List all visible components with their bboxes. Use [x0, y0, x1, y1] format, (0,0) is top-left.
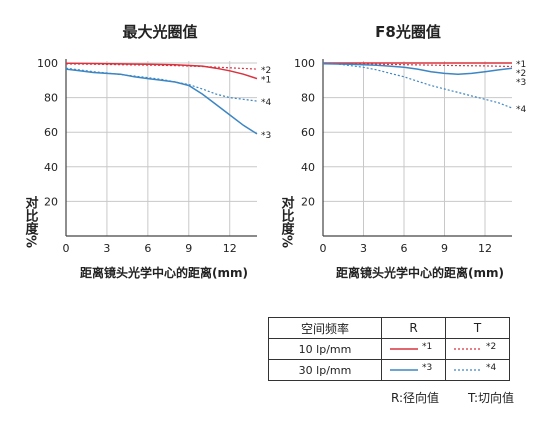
- legend-mark: *4: [486, 363, 497, 373]
- legend-header-row: 空间频率 R T: [268, 317, 510, 339]
- series-end-label: *1: [261, 76, 271, 86]
- x-axis-label: 距离镜头光学中心的距离(mm): [336, 265, 504, 280]
- legend-header-t: T: [445, 317, 510, 339]
- y-axis-label: 对比度%: [23, 195, 39, 248]
- series-end-label: *4: [261, 98, 272, 108]
- legend-row: 10 lp/mm *1 *2: [268, 338, 510, 360]
- series-end-label: *1: [516, 60, 526, 70]
- y-tick-label: 80: [44, 92, 58, 105]
- chart-title: F8光圈值: [375, 23, 441, 41]
- series-line-n3: [322, 62, 513, 75]
- x-tick-label: 6: [401, 242, 408, 255]
- series-end-label: *4: [516, 105, 527, 115]
- y-tick-label: 100: [37, 57, 58, 70]
- plot-area-f8: 0 3 6 9 12 20 40 60 80 100 *1*2*3 *4: [294, 57, 527, 255]
- y-tick-label: 100: [294, 57, 315, 70]
- y-tick-label: 20: [301, 195, 315, 208]
- legend-cell: *3: [381, 359, 446, 381]
- legend-mark: *1: [422, 342, 433, 352]
- note-radial: R:径向值: [391, 391, 440, 405]
- legend-freq: 30 lp/mm: [268, 359, 382, 381]
- y-axis-label: 对比度%: [279, 195, 295, 248]
- series-end-label: *2: [516, 69, 526, 79]
- plot-area-max-aperture: 0 3 6 9 12 20 40 60 80 100 *2*1 *4 *3: [37, 57, 272, 255]
- x-tick-label: 12: [478, 242, 492, 255]
- y-tick-label: 40: [301, 161, 315, 174]
- x-tick-label: 12: [223, 242, 237, 255]
- series-line-n1: [65, 62, 258, 80]
- y-tick-label: 60: [301, 126, 315, 139]
- series-end-label: *3: [261, 131, 271, 141]
- legend-header-r: R: [381, 317, 446, 339]
- note-tangential: T:切向值: [468, 391, 515, 405]
- legend-mark: *3: [422, 363, 433, 373]
- series-line-n2: [322, 62, 513, 68]
- y-tick-label: 60: [44, 126, 58, 139]
- x-tick-label: 3: [103, 242, 110, 255]
- x-tick-label: 3: [360, 242, 367, 255]
- series-end-label: *2: [261, 66, 271, 76]
- x-tick-label: 9: [441, 242, 448, 255]
- legend-cell: *1: [381, 338, 446, 360]
- legend-header-freq: 空间频率: [268, 317, 382, 339]
- x-tick-label: 0: [320, 242, 327, 255]
- x-tick-label: 6: [144, 242, 151, 255]
- legend-cell: *4: [445, 359, 510, 381]
- series-line-n4: [322, 62, 513, 109]
- legend-mark: *2: [486, 342, 497, 352]
- legend-freq: 10 lp/mm: [268, 338, 382, 360]
- chart-title: 最大光圈值: [122, 23, 197, 41]
- legend-table: 空间频率 R T 10 lp/mm *1 *2 30 lp/mm *3: [268, 317, 510, 381]
- legend-cell: *2: [445, 338, 510, 360]
- x-tick-label: 0: [63, 242, 70, 255]
- legend-row: 30 lp/mm *3 *4: [268, 359, 510, 381]
- y-tick-label: 80: [301, 92, 315, 105]
- y-tick-label: 20: [44, 195, 58, 208]
- x-axis-label: 距离镜头光学中心的距离(mm): [80, 265, 248, 280]
- series-end-label: *3: [516, 78, 526, 88]
- series-line-n3: [65, 68, 258, 135]
- x-tick-label: 9: [185, 242, 192, 255]
- y-tick-label: 40: [44, 161, 58, 174]
